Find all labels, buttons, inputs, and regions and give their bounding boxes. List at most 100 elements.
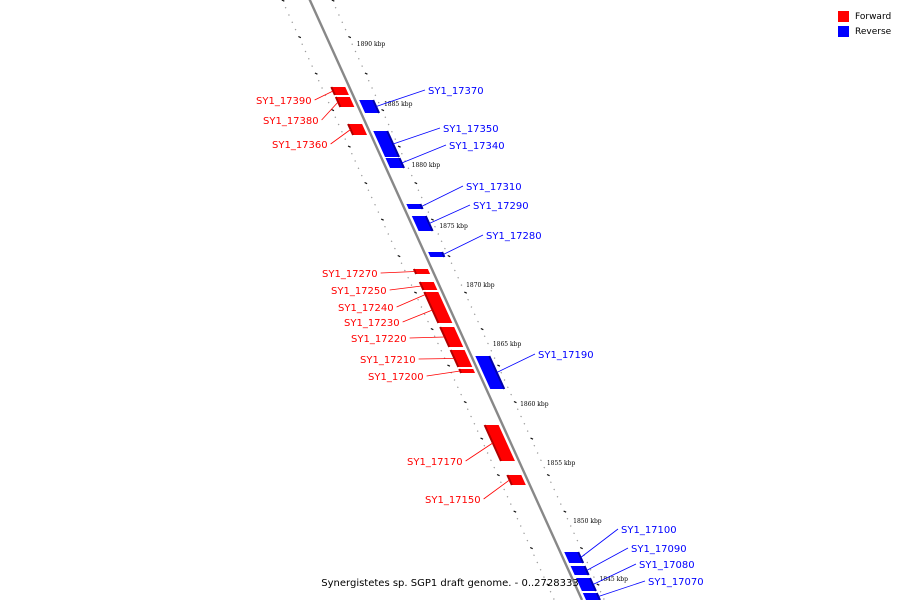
gene-leader-line <box>330 129 351 145</box>
gene-leader-line <box>380 271 415 274</box>
strand-tick <box>477 320 479 323</box>
gene-label-sy1_17210: SY1_17210 <box>360 355 416 366</box>
strand-tick <box>599 590 602 593</box>
gene-feature-sy1_17280 <box>428 252 445 257</box>
strand-tick <box>444 247 446 250</box>
gene-leader-line <box>426 370 461 377</box>
strand-tick <box>496 473 500 477</box>
gene-label-sy1_17190: SY1_17190 <box>538 350 594 361</box>
strand-tick <box>397 254 401 258</box>
strand-tick <box>354 50 357 53</box>
strand-tick <box>503 488 506 491</box>
strand-tick <box>543 466 546 469</box>
gene-feature-edge <box>419 203 424 210</box>
strand-tick <box>294 28 297 31</box>
strand-tick <box>338 14 340 16</box>
strand-tick <box>407 167 410 170</box>
strand-tick <box>348 35 352 39</box>
strand-tick <box>509 503 512 505</box>
gene-feature-sy1_17380 <box>335 97 355 107</box>
gene-label-sy1_17370: SY1_17370 <box>428 86 484 97</box>
gene-feature-sy1_17170 <box>484 425 515 461</box>
strand-tick <box>433 335 436 338</box>
gene-feature-sy1_17150 <box>507 475 526 485</box>
strand-tick <box>417 298 419 301</box>
gene-leader-line <box>314 90 334 101</box>
strand-tick <box>516 517 519 520</box>
gene-leader-line <box>393 127 441 145</box>
strand-tick <box>516 408 519 411</box>
gene-label-sy1_17360: SY1_17360 <box>272 140 328 151</box>
tick-label: 1860 kbp <box>520 401 549 408</box>
gene-feature-edge <box>425 296 440 324</box>
strand-tick <box>341 130 343 133</box>
strand-tick <box>473 422 476 425</box>
strand-tick <box>473 313 476 316</box>
strand-tick <box>596 583 600 586</box>
gene-label-sy1_17240: SY1_17240 <box>338 303 394 314</box>
tick-label: 1850 kbp <box>573 518 602 525</box>
gene-feature-sy1_17220 <box>440 327 464 347</box>
gene-label-sy1_17170: SY1_17170 <box>407 457 463 468</box>
legend-item-forward: Forward <box>838 9 891 24</box>
strand-tick <box>400 262 403 265</box>
strand-tick <box>377 101 380 104</box>
forward-swatch <box>838 11 849 22</box>
strand-tick <box>480 437 484 440</box>
strand-tick <box>457 276 460 279</box>
strand-tick <box>351 43 354 46</box>
legend: Forward Reverse <box>838 9 891 39</box>
gene-feature-sy1_17210 <box>450 350 473 367</box>
strand-tick <box>344 28 347 31</box>
gene-feature-sy1_17200 <box>459 369 476 373</box>
strand-tick <box>450 262 453 265</box>
strand-tick <box>490 349 493 352</box>
gene-feature-sy1_17090 <box>570 566 589 575</box>
strand-tick <box>602 598 605 600</box>
strand-tick <box>460 393 463 396</box>
strand-tick <box>350 152 353 155</box>
gene-feature-sy1_17340 <box>385 158 405 168</box>
strand-tick <box>460 284 463 286</box>
strand-tick <box>563 510 567 513</box>
gene-label-sy1_17090: SY1_17090 <box>631 544 687 555</box>
strand-tick <box>467 298 469 301</box>
strand-tick <box>357 167 360 170</box>
strand-tick <box>298 35 302 39</box>
gene-feature-edge <box>347 123 354 136</box>
strand-tick <box>374 94 377 97</box>
strand-tick <box>414 291 418 294</box>
gene-label-sy1_17290: SY1_17290 <box>473 201 529 212</box>
gene-leader-line <box>402 309 433 323</box>
gene-label-sy1_17280: SY1_17280 <box>486 231 542 242</box>
gene-label-sy1_17070: SY1_17070 <box>648 577 704 588</box>
strand-tick <box>423 313 426 316</box>
strand-tick <box>500 371 503 374</box>
tick-label: 1885 kbp <box>384 101 413 108</box>
strand-tick <box>371 87 373 89</box>
strand-tick <box>367 79 370 82</box>
gene-leader-line <box>396 294 426 308</box>
strand-tick <box>586 561 589 564</box>
strand-tick <box>526 430 529 432</box>
strand-tick <box>543 576 545 578</box>
strand-tick <box>483 335 486 338</box>
strand-tick <box>364 72 368 75</box>
strand-tick <box>440 349 443 352</box>
strand-tick <box>327 101 330 104</box>
strand-tick <box>301 43 304 46</box>
strand-tick <box>470 415 472 418</box>
strand-tick <box>407 276 410 279</box>
strand-tick <box>311 65 313 67</box>
strand-tick <box>394 138 397 140</box>
strand-tick <box>331 0 335 2</box>
gene-leader-line <box>465 442 493 462</box>
gene-leader-line <box>592 563 637 585</box>
gene-leader-line <box>375 89 426 107</box>
strand-tick <box>334 6 337 9</box>
strand-tick <box>500 481 502 484</box>
strand-tick <box>354 160 357 162</box>
strand-tick <box>377 211 380 213</box>
strand-tick <box>403 269 406 272</box>
